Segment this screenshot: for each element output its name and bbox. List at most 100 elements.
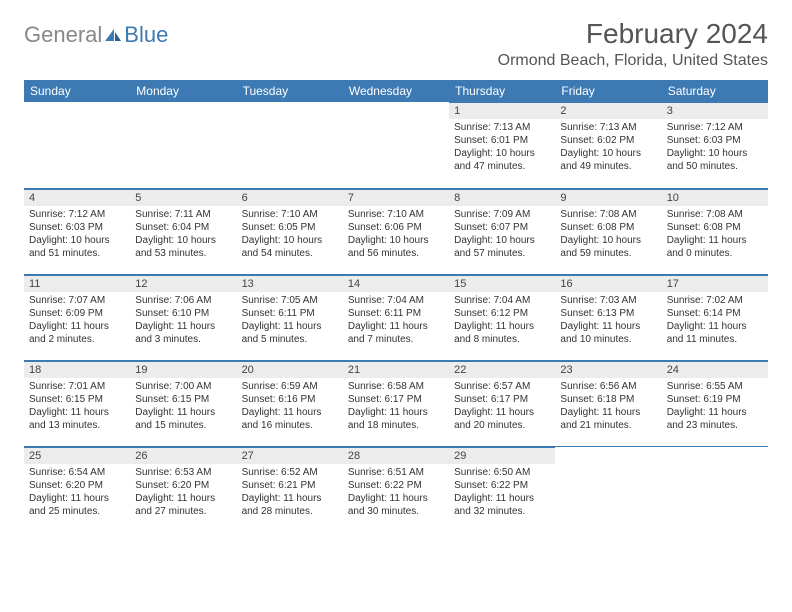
calendar-cell: 18Sunrise: 7:01 AMSunset: 6:15 PMDayligh…: [24, 360, 130, 446]
calendar-cell: [343, 102, 449, 188]
calendar-cell: 25Sunrise: 6:54 AMSunset: 6:20 PMDayligh…: [24, 446, 130, 532]
day-number: 26: [130, 447, 236, 464]
day-detail: Sunrise: 7:08 AMSunset: 6:08 PMDaylight:…: [662, 206, 768, 264]
calendar-cell: 27Sunrise: 6:52 AMSunset: 6:21 PMDayligh…: [237, 446, 343, 532]
calendar-cell: 1Sunrise: 7:13 AMSunset: 6:01 PMDaylight…: [449, 102, 555, 188]
day-number: 14: [343, 275, 449, 292]
day-detail: Sunrise: 7:00 AMSunset: 6:15 PMDaylight:…: [130, 378, 236, 436]
day-detail: Sunrise: 7:05 AMSunset: 6:11 PMDaylight:…: [237, 292, 343, 350]
logo: General Blue: [24, 18, 168, 48]
weekday-header: Thursday: [449, 80, 555, 102]
calendar-cell: [662, 446, 768, 532]
header: General Blue February 2024 Ormond Beach,…: [24, 18, 768, 70]
day-number: 28: [343, 447, 449, 464]
day-number: 18: [24, 361, 130, 378]
calendar-row: 4Sunrise: 7:12 AMSunset: 6:03 PMDaylight…: [24, 188, 768, 274]
calendar-row: 11Sunrise: 7:07 AMSunset: 6:09 PMDayligh…: [24, 274, 768, 360]
calendar-cell: 19Sunrise: 7:00 AMSunset: 6:15 PMDayligh…: [130, 360, 236, 446]
location-text: Ormond Beach, Florida, United States: [498, 52, 768, 70]
day-detail: Sunrise: 7:12 AMSunset: 6:03 PMDaylight:…: [24, 206, 130, 264]
calendar-cell: 15Sunrise: 7:04 AMSunset: 6:12 PMDayligh…: [449, 274, 555, 360]
day-detail: Sunrise: 7:10 AMSunset: 6:05 PMDaylight:…: [237, 206, 343, 264]
calendar-cell: 11Sunrise: 7:07 AMSunset: 6:09 PMDayligh…: [24, 274, 130, 360]
day-number: 5: [130, 189, 236, 206]
logo-sail-icon: [104, 28, 122, 42]
day-number: 8: [449, 189, 555, 206]
calendar-cell: 6Sunrise: 7:10 AMSunset: 6:05 PMDaylight…: [237, 188, 343, 274]
calendar-cell: 14Sunrise: 7:04 AMSunset: 6:11 PMDayligh…: [343, 274, 449, 360]
day-number: 15: [449, 275, 555, 292]
day-number: 7: [343, 189, 449, 206]
day-detail: Sunrise: 7:06 AMSunset: 6:10 PMDaylight:…: [130, 292, 236, 350]
day-number: 6: [237, 189, 343, 206]
calendar-cell: 5Sunrise: 7:11 AMSunset: 6:04 PMDaylight…: [130, 188, 236, 274]
day-number: 21: [343, 361, 449, 378]
day-detail: Sunrise: 7:07 AMSunset: 6:09 PMDaylight:…: [24, 292, 130, 350]
day-number: 10: [662, 189, 768, 206]
calendar-cell: [237, 102, 343, 188]
day-number: 29: [449, 447, 555, 464]
day-number: 4: [24, 189, 130, 206]
calendar-cell: 21Sunrise: 6:58 AMSunset: 6:17 PMDayligh…: [343, 360, 449, 446]
day-detail: Sunrise: 7:03 AMSunset: 6:13 PMDaylight:…: [555, 292, 661, 350]
day-detail: Sunrise: 6:51 AMSunset: 6:22 PMDaylight:…: [343, 464, 449, 522]
calendar-row: 18Sunrise: 7:01 AMSunset: 6:15 PMDayligh…: [24, 360, 768, 446]
weekday-header: Monday: [130, 80, 236, 102]
day-detail: Sunrise: 7:04 AMSunset: 6:12 PMDaylight:…: [449, 292, 555, 350]
day-detail: Sunrise: 7:08 AMSunset: 6:08 PMDaylight:…: [555, 206, 661, 264]
calendar-cell: 29Sunrise: 6:50 AMSunset: 6:22 PMDayligh…: [449, 446, 555, 532]
day-number: 19: [130, 361, 236, 378]
calendar-cell: [130, 102, 236, 188]
calendar-cell: 9Sunrise: 7:08 AMSunset: 6:08 PMDaylight…: [555, 188, 661, 274]
calendar-cell: 16Sunrise: 7:03 AMSunset: 6:13 PMDayligh…: [555, 274, 661, 360]
weekday-header: Sunday: [24, 80, 130, 102]
day-detail: Sunrise: 7:04 AMSunset: 6:11 PMDaylight:…: [343, 292, 449, 350]
day-number: 1: [449, 102, 555, 119]
calendar-cell: 3Sunrise: 7:12 AMSunset: 6:03 PMDaylight…: [662, 102, 768, 188]
weekday-header: Saturday: [662, 80, 768, 102]
day-detail: Sunrise: 6:59 AMSunset: 6:16 PMDaylight:…: [237, 378, 343, 436]
day-detail: Sunrise: 7:12 AMSunset: 6:03 PMDaylight:…: [662, 119, 768, 177]
calendar-cell: 2Sunrise: 7:13 AMSunset: 6:02 PMDaylight…: [555, 102, 661, 188]
logo-text-blue: Blue: [124, 22, 168, 48]
calendar-cell: 7Sunrise: 7:10 AMSunset: 6:06 PMDaylight…: [343, 188, 449, 274]
calendar-cell: [555, 446, 661, 532]
day-detail: Sunrise: 6:50 AMSunset: 6:22 PMDaylight:…: [449, 464, 555, 522]
day-number: 11: [24, 275, 130, 292]
calendar-cell: 13Sunrise: 7:05 AMSunset: 6:11 PMDayligh…: [237, 274, 343, 360]
day-number: 22: [449, 361, 555, 378]
calendar-cell: 8Sunrise: 7:09 AMSunset: 6:07 PMDaylight…: [449, 188, 555, 274]
day-number: 2: [555, 102, 661, 119]
day-number: 16: [555, 275, 661, 292]
day-detail: Sunrise: 7:13 AMSunset: 6:01 PMDaylight:…: [449, 119, 555, 177]
month-title: February 2024: [498, 18, 768, 50]
day-detail: Sunrise: 6:58 AMSunset: 6:17 PMDaylight:…: [343, 378, 449, 436]
calendar-cell: 20Sunrise: 6:59 AMSunset: 6:16 PMDayligh…: [237, 360, 343, 446]
calendar-row: 1Sunrise: 7:13 AMSunset: 6:01 PMDaylight…: [24, 102, 768, 188]
day-number: 9: [555, 189, 661, 206]
day-detail: Sunrise: 6:57 AMSunset: 6:17 PMDaylight:…: [449, 378, 555, 436]
day-number: 3: [662, 102, 768, 119]
weekday-header: Friday: [555, 80, 661, 102]
calendar-cell: 22Sunrise: 6:57 AMSunset: 6:17 PMDayligh…: [449, 360, 555, 446]
day-detail: Sunrise: 7:02 AMSunset: 6:14 PMDaylight:…: [662, 292, 768, 350]
calendar-cell: 10Sunrise: 7:08 AMSunset: 6:08 PMDayligh…: [662, 188, 768, 274]
weekday-row: SundayMondayTuesdayWednesdayThursdayFrid…: [24, 80, 768, 102]
day-number: 25: [24, 447, 130, 464]
day-number: 24: [662, 361, 768, 378]
day-detail: Sunrise: 7:01 AMSunset: 6:15 PMDaylight:…: [24, 378, 130, 436]
day-detail: Sunrise: 7:09 AMSunset: 6:07 PMDaylight:…: [449, 206, 555, 264]
day-detail: Sunrise: 7:13 AMSunset: 6:02 PMDaylight:…: [555, 119, 661, 177]
day-number: 13: [237, 275, 343, 292]
day-detail: Sunrise: 6:53 AMSunset: 6:20 PMDaylight:…: [130, 464, 236, 522]
calendar-row: 25Sunrise: 6:54 AMSunset: 6:20 PMDayligh…: [24, 446, 768, 532]
day-number: 12: [130, 275, 236, 292]
calendar-cell: 28Sunrise: 6:51 AMSunset: 6:22 PMDayligh…: [343, 446, 449, 532]
calendar-cell: 24Sunrise: 6:55 AMSunset: 6:19 PMDayligh…: [662, 360, 768, 446]
title-block: February 2024 Ormond Beach, Florida, Uni…: [498, 18, 768, 70]
calendar-cell: 26Sunrise: 6:53 AMSunset: 6:20 PMDayligh…: [130, 446, 236, 532]
calendar-cell: 23Sunrise: 6:56 AMSunset: 6:18 PMDayligh…: [555, 360, 661, 446]
calendar-head: SundayMondayTuesdayWednesdayThursdayFrid…: [24, 80, 768, 102]
weekday-header: Wednesday: [343, 80, 449, 102]
day-number: 23: [555, 361, 661, 378]
